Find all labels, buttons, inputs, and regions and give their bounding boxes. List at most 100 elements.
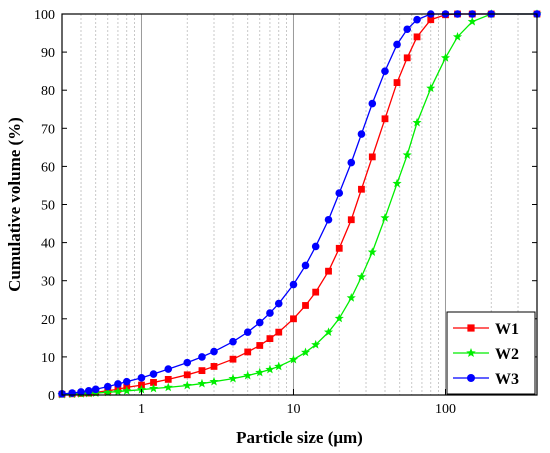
data-point — [347, 158, 356, 167]
data-point — [77, 388, 85, 396]
data-point — [392, 178, 402, 188]
data-point — [403, 25, 412, 34]
data-point — [335, 244, 343, 252]
data-point — [346, 293, 356, 302]
data-point — [266, 335, 274, 343]
y-tick-label: 0 — [48, 389, 55, 404]
data-point — [347, 216, 355, 224]
data-point — [302, 302, 309, 309]
data-point — [301, 261, 310, 270]
data-point — [413, 33, 421, 41]
x-tick-label: 1 — [138, 402, 145, 417]
data-point — [197, 378, 207, 388]
data-point — [323, 327, 334, 337]
y-tick-label: 70 — [41, 122, 55, 137]
data-point — [182, 380, 192, 390]
x-tick-label: 100 — [435, 402, 456, 417]
data-point — [149, 370, 158, 378]
data-point — [325, 267, 332, 275]
legend-label: W2 — [495, 346, 519, 363]
data-point — [91, 385, 100, 394]
data-point — [84, 387, 93, 395]
data-point — [357, 130, 366, 138]
data-point — [243, 328, 252, 336]
data-point — [380, 213, 390, 222]
x-tick-label: 10 — [286, 402, 300, 417]
data-point — [228, 373, 238, 383]
y-tick-label: 60 — [41, 160, 55, 175]
y-tick-label: 30 — [41, 275, 55, 290]
y-tick-label: 10 — [41, 351, 55, 366]
data-point — [381, 67, 389, 75]
data-point — [300, 347, 311, 357]
data-point — [402, 150, 412, 159]
data-point — [467, 16, 477, 26]
data-point — [103, 387, 113, 397]
data-point — [427, 16, 435, 24]
data-point — [148, 383, 159, 393]
data-point — [368, 153, 376, 161]
y-tick-label: 20 — [41, 313, 55, 328]
data-point — [265, 364, 275, 374]
data-point — [288, 354, 299, 364]
data-point — [367, 247, 377, 257]
y-tick-label: 90 — [41, 46, 55, 61]
data-point — [198, 353, 206, 361]
legend-label: W1 — [495, 321, 519, 338]
data-point — [183, 371, 191, 379]
data-point — [255, 367, 265, 377]
data-point — [452, 32, 463, 41]
data-point — [311, 339, 321, 349]
data-point — [324, 215, 333, 224]
data-point — [103, 382, 112, 391]
data-point — [274, 299, 283, 308]
legend-item-w2: W2 — [453, 346, 519, 363]
y-tick-label: 80 — [41, 84, 55, 99]
data-point — [229, 337, 237, 346]
y-axis-title: Cumulative volume (%) — [5, 117, 24, 292]
data-point — [255, 318, 264, 327]
data-point — [209, 376, 219, 386]
data-point — [164, 365, 173, 373]
data-point — [68, 389, 76, 397]
data-point — [413, 15, 421, 24]
data-point — [122, 386, 132, 395]
data-point — [412, 117, 422, 127]
data-point — [358, 185, 365, 193]
data-point — [403, 54, 411, 62]
data-point — [198, 367, 206, 375]
data-point — [150, 379, 157, 386]
data-point — [393, 79, 401, 86]
data-point — [229, 355, 237, 363]
legend: W1 W2 W3 — [446, 311, 536, 395]
data-point — [335, 189, 344, 197]
data-point — [122, 377, 131, 386]
data-point — [266, 309, 274, 317]
data-point — [275, 328, 283, 336]
legend-item-w1: W1 — [453, 321, 519, 338]
data-point — [426, 83, 436, 93]
data-point — [440, 53, 451, 62]
x-axis-title: Particle size (μm) — [236, 428, 363, 447]
data-point — [467, 374, 475, 382]
data-point — [381, 115, 389, 123]
y-tick-label: 100 — [34, 8, 55, 23]
data-point — [210, 347, 218, 356]
data-point — [311, 242, 320, 251]
y-tick-label: 40 — [41, 237, 55, 252]
legend-label: W3 — [495, 371, 519, 388]
data-point — [183, 358, 192, 367]
data-point — [274, 361, 284, 371]
data-point — [243, 370, 253, 380]
y-tick-label: 50 — [41, 199, 55, 214]
data-point — [244, 348, 252, 356]
data-point — [467, 324, 475, 332]
data-point — [210, 363, 218, 370]
data-point — [312, 288, 320, 296]
data-point — [137, 374, 146, 382]
data-point — [256, 342, 264, 349]
legend-item-w3: W3 — [453, 371, 519, 388]
data-point — [356, 272, 367, 281]
